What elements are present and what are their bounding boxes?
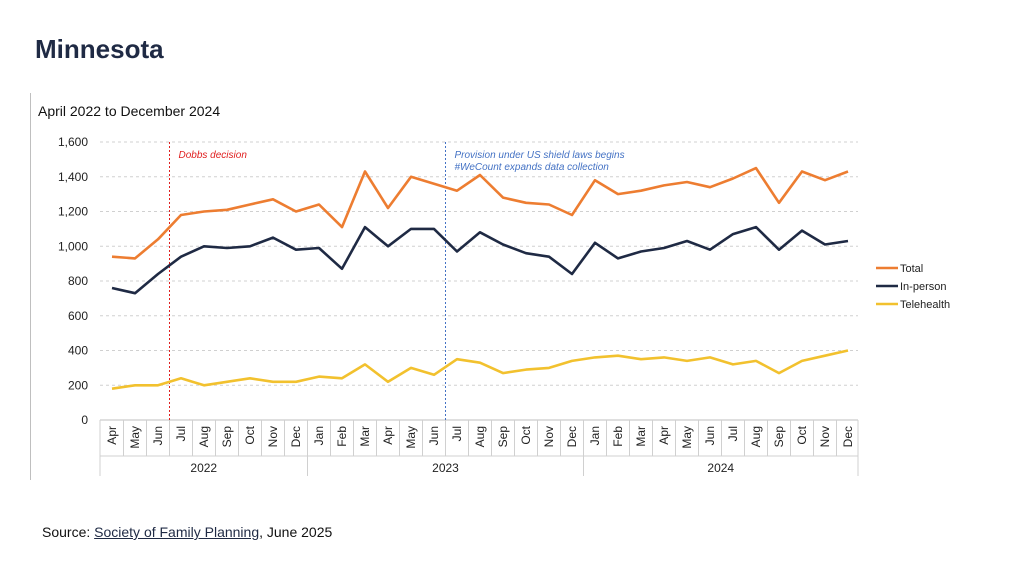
x-tick-label: Feb: [335, 426, 349, 447]
y-tick-label: 1,400: [58, 170, 88, 184]
x-tick-label: Oct: [795, 425, 809, 444]
series-line-total: [111, 166, 849, 260]
x-tick-label: May: [404, 426, 418, 449]
annotation-text: Provision under US shield laws begins: [455, 150, 625, 161]
annotation-text: #WeCount expands data collection: [455, 162, 610, 173]
x-tick-label: Nov: [266, 426, 280, 447]
legend-label: Total: [900, 263, 923, 275]
x-tick-label: Jul: [174, 426, 188, 441]
series-line-in-person: [111, 225, 849, 295]
y-tick-label: 600: [68, 309, 88, 323]
source-prefix: Source:: [42, 524, 95, 540]
y-tick-label: 400: [68, 344, 88, 358]
x-tick-label: Feb: [611, 426, 625, 447]
x-tick-label: Oct: [243, 425, 257, 444]
y-tick-label: 1,600: [58, 135, 88, 149]
series-line-telehealth: [111, 349, 849, 390]
x-tick-label: Jan: [312, 426, 326, 445]
x-tick-label: Sep: [772, 426, 786, 448]
x-tick-label: Sep: [220, 426, 234, 448]
x-tick-label: Dec: [841, 426, 855, 447]
y-tick-label: 0: [81, 413, 88, 427]
x-tick-label: May: [680, 426, 694, 449]
source-suffix: , June 2025: [259, 524, 333, 540]
source-link[interactable]: Society of Family Planning: [94, 524, 260, 540]
x-tick-label: May: [128, 426, 142, 449]
annotation-text: Dobbs decision: [179, 150, 248, 161]
x-tick-label: Jul: [450, 426, 464, 441]
x-tick-label: Dec: [565, 426, 579, 447]
y-tick-label: 800: [68, 274, 88, 288]
chart-frame-divider: [30, 93, 31, 480]
x-tick-label: Aug: [197, 426, 211, 447]
x-tick-label: Mar: [358, 426, 372, 447]
x-tick-label: Jun: [703, 426, 717, 445]
y-tick-label: 200: [68, 378, 88, 392]
x-tick-label: Nov: [818, 426, 832, 447]
year-label: 2024: [707, 461, 734, 475]
x-tick-label: Sep: [496, 426, 510, 448]
x-tick-label: Jun: [151, 426, 165, 445]
x-tick-label: Aug: [473, 426, 487, 447]
x-tick-label: Dec: [289, 426, 303, 447]
x-tick-label: Apr: [657, 426, 671, 445]
x-tick-label: Nov: [542, 426, 556, 447]
y-tick-label: 1,000: [58, 239, 88, 253]
source-note: Source: Society of Family Planning, June…: [42, 524, 332, 540]
x-tick-label: Oct: [519, 425, 533, 444]
legend-label: In-person: [900, 281, 946, 293]
x-tick-label: Apr: [105, 426, 119, 445]
x-tick-label: Jul: [726, 426, 740, 441]
legend-label: Telehealth: [900, 299, 950, 311]
x-tick-label: Jun: [427, 426, 441, 445]
y-tick-label: 1,200: [58, 205, 88, 219]
x-tick-label: Jan: [588, 426, 602, 445]
year-label: 2023: [432, 461, 459, 475]
x-tick-label: Mar: [634, 426, 648, 447]
page-title: Minnesota: [35, 34, 164, 64]
chart-title: April 2022 to December 2024: [38, 103, 220, 119]
year-label: 2022: [190, 461, 217, 475]
x-tick-label: Apr: [381, 426, 395, 445]
x-tick-label: Aug: [749, 426, 763, 447]
